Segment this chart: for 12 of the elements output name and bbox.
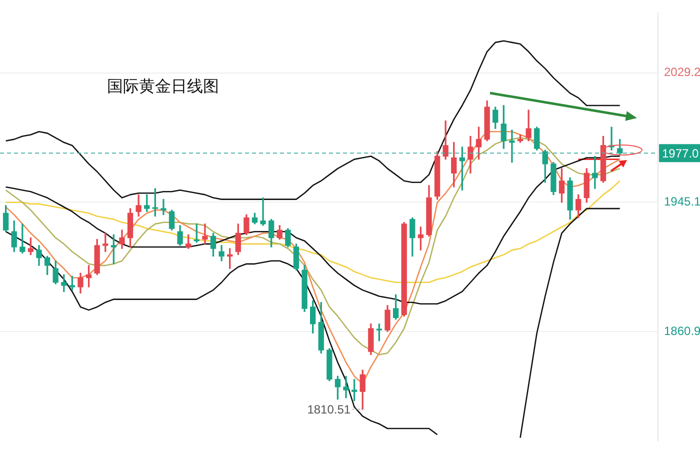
candlestick [260, 197, 266, 226]
y-tick-label: 1860.9 [664, 324, 700, 338]
annotation: 1810.51 [307, 402, 351, 417]
y-tick-label: 2029.2 [664, 65, 700, 80]
y-tick-label: 1945.1 [664, 194, 700, 209]
candlestick [343, 376, 349, 398]
ref-line-label: 1977.0 [662, 146, 700, 160]
candlestick [160, 198, 166, 216]
candlestick [202, 224, 208, 244]
candlestick [509, 130, 515, 163]
text: 国际黄金日线图 [107, 77, 219, 96]
candlestick [592, 156, 598, 189]
